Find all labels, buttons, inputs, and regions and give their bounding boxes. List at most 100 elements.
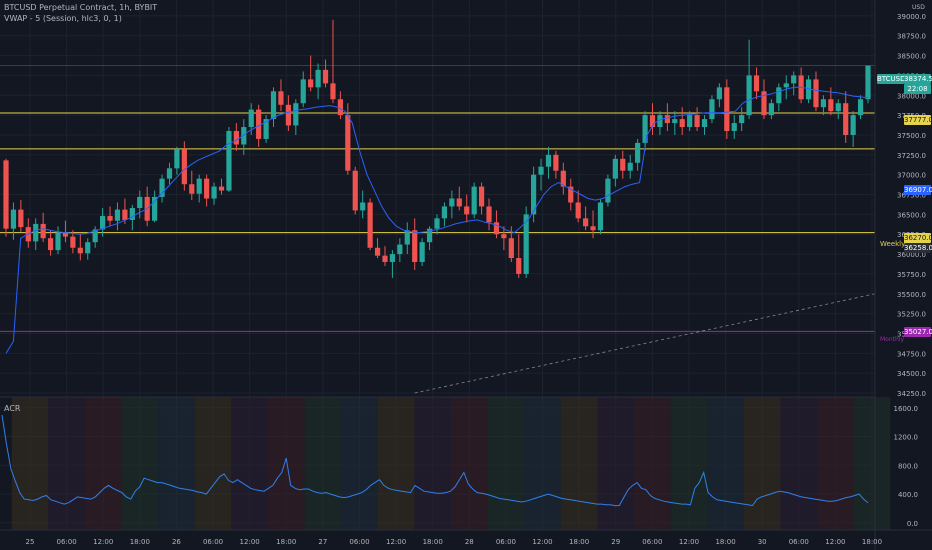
time-tick-label: 26 <box>172 538 181 546</box>
candle-body <box>739 115 745 124</box>
time-tick-label: 12:00 <box>386 538 406 546</box>
candle-body <box>3 160 9 229</box>
candle-body <box>486 206 492 223</box>
time-tick-label: 18:00 <box>715 538 735 546</box>
candle-body <box>805 79 812 100</box>
candle-body <box>352 170 358 211</box>
price-tick-label: 36000.0 <box>897 251 926 259</box>
btc-price-tag: 38374.5 <box>904 74 932 84</box>
candle-body <box>122 209 128 220</box>
vwap-line <box>5 86 869 354</box>
time-tick-label: 06:00 <box>496 538 516 546</box>
time-tick-label: 12:00 <box>93 538 113 546</box>
session-band <box>634 397 671 530</box>
time-tick-label: 18:00 <box>862 538 882 546</box>
projection-line <box>414 293 876 394</box>
candle-body <box>583 218 589 227</box>
candle-body <box>85 242 91 254</box>
candle-body <box>40 223 46 239</box>
candle-body <box>330 83 336 100</box>
acr-indicator-label[interactable]: ACR <box>4 404 21 413</box>
candle-body <box>412 230 418 263</box>
candle-body <box>597 202 604 231</box>
session-band <box>451 397 488 530</box>
candle-body <box>426 228 433 243</box>
candle-body <box>813 79 819 108</box>
weekly-low-tag: 36258.0 <box>904 243 932 253</box>
candle-body <box>746 75 752 116</box>
candle-body <box>620 158 626 171</box>
candle-body <box>218 186 225 191</box>
candle-body <box>137 196 143 209</box>
candle-body <box>404 230 410 245</box>
session-band <box>84 397 122 530</box>
session-bands <box>11 397 891 530</box>
candle-body <box>538 166 544 175</box>
candle-body <box>605 178 611 203</box>
candle-body <box>114 209 121 221</box>
acr-axis[interactable]: 0.0 400.0 800.0 1200.0 1600.0 <box>894 405 919 528</box>
session-band <box>121 397 159 530</box>
candle-body <box>345 115 351 171</box>
price-tick-label: 38000.0 <box>897 92 926 100</box>
acr-line <box>1 414 869 507</box>
candle-body <box>679 119 685 128</box>
symbol-title[interactable]: BTCUSD Perpetual Contract, 1h, BYBIT <box>4 3 158 12</box>
candle-body <box>560 170 566 187</box>
candle-body <box>62 232 69 237</box>
time-tick-label: 06:00 <box>57 538 77 546</box>
candle-body <box>10 209 17 229</box>
currency-label[interactable]: USD <box>912 4 925 11</box>
vwap-value-tag: 36907.0 <box>904 185 932 195</box>
candle-body <box>791 75 797 84</box>
candle-body <box>367 202 373 248</box>
candle-body <box>241 127 247 145</box>
candle-body <box>389 254 396 263</box>
candle-body <box>783 83 789 88</box>
candle-body <box>843 103 849 135</box>
candle-body <box>449 198 455 207</box>
session-band <box>267 397 305 530</box>
session-band <box>817 397 854 530</box>
session-band <box>11 397 49 530</box>
session-band <box>743 397 781 530</box>
session-band <box>158 397 195 530</box>
candle-body <box>709 99 715 120</box>
candle-body <box>278 91 284 105</box>
candle-body <box>233 131 239 145</box>
candle-body <box>129 208 135 220</box>
time-axis[interactable]: 25 06:00 12:00 18:00 26 06:00 12:00 18:00 27 06:0… <box>26 538 883 546</box>
candle-body <box>107 215 113 221</box>
candle-body <box>100 215 106 230</box>
candle-body <box>18 209 24 228</box>
candle-body <box>701 119 708 128</box>
price-tick-label: 34500.0 <box>897 370 926 378</box>
candle-body <box>55 232 61 251</box>
candle-body <box>285 104 291 126</box>
candle-body <box>337 99 343 116</box>
vwap-indicator-label[interactable]: VWAP - 5 (Session, hlc3, 0, 1) <box>4 14 122 23</box>
dashed-trend-line <box>414 293 876 394</box>
candle-body <box>77 247 83 254</box>
price-tick-label: 36750.0 <box>897 192 926 200</box>
price-tick-label: 34250.0 <box>897 390 926 398</box>
session-band <box>487 397 525 530</box>
candle-body <box>687 115 693 128</box>
acr-tick-label: 1600.0 <box>894 405 919 413</box>
candle-body <box>159 178 165 197</box>
candle-body <box>501 234 507 239</box>
candle-body <box>308 79 314 88</box>
candle-body <box>92 229 98 243</box>
time-tick-label: 25 <box>26 538 35 546</box>
time-tick-label: 12:00 <box>532 538 552 546</box>
candle-body <box>642 115 648 143</box>
candle-body <box>493 222 500 235</box>
candle-body <box>850 115 856 135</box>
acr-tick-label: 1200.0 <box>894 434 919 442</box>
candle-body <box>397 244 403 255</box>
candle-body <box>523 214 529 274</box>
candle-body <box>575 202 581 219</box>
price-tick-label: 37000.0 <box>897 172 926 180</box>
btc-countdown-tag: 22:08 <box>904 84 931 94</box>
candle-body <box>360 202 366 211</box>
